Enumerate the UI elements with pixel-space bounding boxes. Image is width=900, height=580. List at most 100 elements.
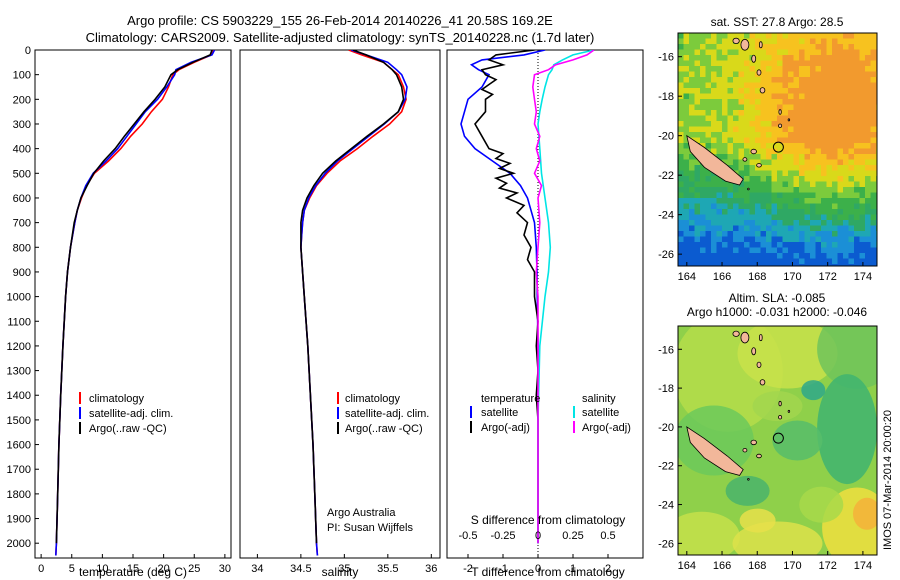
sst-cell <box>749 44 756 50</box>
sst-cell <box>689 154 695 160</box>
sst-cell <box>705 264 712 266</box>
sst-cell <box>870 104 877 111</box>
sst-cell <box>793 258 800 265</box>
sst-cell <box>821 104 827 111</box>
sst-cell <box>683 38 690 45</box>
sst-cell <box>859 71 866 78</box>
sst-cell <box>826 99 833 105</box>
sst-cell <box>854 110 860 116</box>
sst-cell <box>788 115 794 122</box>
sst-cell <box>771 225 778 232</box>
sst-cell <box>738 165 745 171</box>
sst-cell <box>705 115 712 122</box>
sst-cell <box>722 258 728 265</box>
sst-cell <box>777 165 783 171</box>
sst-cell <box>777 159 783 166</box>
sst-cell <box>738 71 745 78</box>
sst-cell <box>782 225 789 232</box>
sst-cell <box>826 104 833 111</box>
sst-cell <box>771 236 778 243</box>
sst-cell <box>755 236 761 243</box>
sst-cell <box>749 242 756 248</box>
sst-cell <box>782 137 789 144</box>
sst-cell <box>694 60 701 67</box>
sst-cell <box>865 38 871 45</box>
sst-cell <box>705 110 712 116</box>
sst-cell <box>782 148 789 155</box>
sst-cell <box>744 82 750 89</box>
sst-cell <box>694 247 701 254</box>
sst-cell <box>744 159 750 166</box>
sst-cell <box>837 165 844 171</box>
sst-cell <box>804 99 811 105</box>
sst-cell <box>826 44 833 50</box>
sst-cell <box>848 236 855 243</box>
sst-cell <box>771 231 778 237</box>
sst-cell <box>865 198 871 204</box>
sst-cell <box>771 82 778 89</box>
sst-cell <box>771 104 778 111</box>
sst-cell <box>837 209 844 215</box>
sst-cell <box>689 231 695 237</box>
sst-cell <box>832 38 838 45</box>
sst-cell <box>705 176 712 182</box>
sst-cell <box>859 44 866 50</box>
sst-cell <box>683 247 690 254</box>
sst-cell <box>848 66 855 72</box>
sst-cell <box>711 214 717 221</box>
sst-cell <box>744 110 750 116</box>
legend-title-temperature: temperature <box>481 393 540 405</box>
sst-cell <box>793 104 800 111</box>
sst-cell <box>678 198 684 204</box>
sst-cell <box>799 110 805 116</box>
sst-cell <box>711 231 717 237</box>
figure-title-line1: Argo profile: CS 5903229_155 26-Feb-2014… <box>127 13 553 28</box>
sst-cell <box>683 77 690 83</box>
sst-cell <box>760 55 767 61</box>
sst-cell <box>722 148 728 155</box>
sst-cell <box>799 264 805 266</box>
sst-cell <box>738 170 745 177</box>
sst-cell <box>837 258 844 265</box>
sst-cell <box>700 209 706 215</box>
sst-cell <box>843 214 849 221</box>
sst-cell <box>793 198 800 204</box>
sla-anomaly-blob <box>725 475 770 506</box>
sla-anomaly-blob <box>799 486 844 523</box>
sst-cell <box>744 258 750 265</box>
sst-cell <box>722 220 728 226</box>
sst-cell <box>843 176 849 182</box>
sst-cell <box>760 104 767 111</box>
sst-cell <box>705 88 712 94</box>
sst-cell <box>843 121 849 127</box>
sst-cell <box>760 242 767 248</box>
sst-cell <box>722 88 728 94</box>
sst-cell <box>683 110 690 116</box>
sst-cell <box>705 33 712 39</box>
sst-cell <box>744 170 750 177</box>
sst-cell <box>788 71 794 78</box>
sst-cell <box>694 176 701 182</box>
sst-cell <box>689 225 695 232</box>
sla-map-axis-ticks: 164 166 168 170 172 174-16-18-20-22-24-26 <box>658 344 872 572</box>
lon-tick-label: 166 <box>713 560 731 572</box>
sst-cell <box>788 231 794 237</box>
sst-cell <box>793 148 800 155</box>
sst-cell <box>832 198 838 204</box>
sst-cell <box>793 49 800 56</box>
sst-cell <box>837 231 844 237</box>
sst-cell <box>826 88 833 94</box>
sst-cell <box>799 99 805 105</box>
sst-cell <box>793 187 800 193</box>
sst-cell <box>760 137 767 144</box>
sst-cell <box>848 203 855 210</box>
sst-cell <box>689 126 695 133</box>
sst-cell <box>716 132 723 138</box>
sst-cell <box>678 132 684 138</box>
sst-cell <box>738 247 745 254</box>
legend-title-salinity: salinity <box>582 393 616 405</box>
sst-cell <box>683 253 690 259</box>
sst-cell <box>810 93 816 100</box>
sst-cell <box>865 236 871 243</box>
sst-cell <box>854 49 860 56</box>
